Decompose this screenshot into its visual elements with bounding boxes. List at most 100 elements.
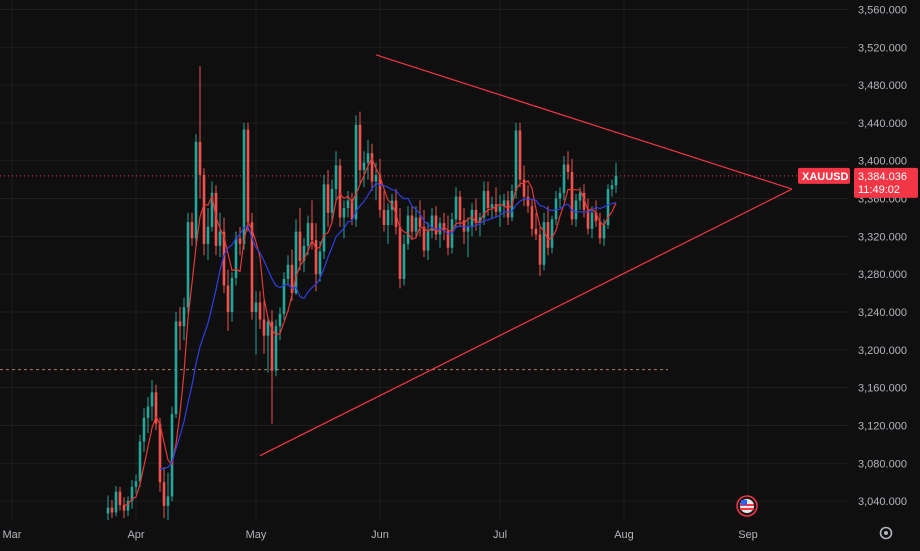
candle-body xyxy=(538,234,542,265)
candle-down xyxy=(118,486,122,511)
candle-body xyxy=(170,414,174,497)
candle-body xyxy=(302,245,306,261)
candlestick-series xyxy=(106,66,618,520)
y-tick-label: 3,120.000 xyxy=(858,420,907,432)
candle-up xyxy=(430,208,434,239)
price-axis[interactable]: 3,560.000 3,520.000 3,480.000 3,440.000 3,40… xyxy=(858,4,907,508)
candle-up xyxy=(454,187,458,227)
candle-up xyxy=(206,208,210,260)
x-tick-label: Mar xyxy=(3,529,22,541)
candle-body xyxy=(386,209,390,226)
candle-body xyxy=(506,200,510,218)
candle-body xyxy=(230,277,234,312)
candle-up xyxy=(362,151,366,188)
symbol-label: XAUUSD xyxy=(802,171,849,183)
candle-down xyxy=(190,212,194,246)
candle-up xyxy=(334,151,338,204)
candle-up xyxy=(542,212,546,271)
triangle-pattern[interactable] xyxy=(259,54,793,457)
candle-up xyxy=(278,307,282,341)
candle-up xyxy=(614,162,618,193)
candle-up xyxy=(134,474,138,494)
candle-up xyxy=(590,206,594,239)
price-tag: XAUUSD 3,384.036 11:49:02 xyxy=(798,167,918,198)
candle-body xyxy=(446,230,450,248)
candle-body xyxy=(126,501,130,511)
candle-down xyxy=(258,291,262,330)
candle-body xyxy=(546,222,550,248)
candle-down xyxy=(458,190,462,227)
candle-body xyxy=(350,200,354,220)
candle-up xyxy=(318,241,322,282)
candle-up xyxy=(490,196,494,220)
y-tick-label: 3,400.000 xyxy=(858,156,907,168)
candle-body xyxy=(318,251,322,275)
candle-body xyxy=(466,226,470,232)
candle-up xyxy=(146,397,150,434)
us-flag-icon[interactable] xyxy=(736,495,758,517)
candle-body xyxy=(530,206,534,229)
candle-body xyxy=(222,231,226,286)
candle-body xyxy=(326,184,330,213)
candle-body xyxy=(594,212,598,222)
candle-body xyxy=(138,441,142,482)
candle-body xyxy=(278,313,282,327)
candle-body xyxy=(110,507,114,513)
candle-down xyxy=(358,111,362,185)
symbol-tag xyxy=(798,167,850,184)
candle-down xyxy=(382,190,386,232)
settings-gear-icon[interactable] xyxy=(879,526,893,540)
candle-up xyxy=(558,187,562,208)
candle-body xyxy=(490,204,494,208)
candle-body xyxy=(282,278,286,314)
candle-body xyxy=(118,491,122,505)
candle-body xyxy=(566,164,570,173)
candle-down xyxy=(122,497,126,519)
candle-up xyxy=(550,215,554,254)
candle-down xyxy=(214,185,218,256)
candle-down xyxy=(370,143,374,191)
time-axis[interactable]: Mar Apr May Jun Jul Aug Sep xyxy=(3,529,758,541)
candle-up xyxy=(218,212,222,258)
candle-up xyxy=(286,255,290,286)
candle-body xyxy=(182,307,186,327)
candle-body xyxy=(198,141,202,175)
y-tick-label: 3,520.000 xyxy=(858,42,907,54)
candle-body xyxy=(606,189,610,226)
candle-down xyxy=(462,208,466,244)
candle-body xyxy=(310,223,314,241)
y-tick-label: 3,240.000 xyxy=(858,307,907,319)
candle-body xyxy=(274,326,278,371)
upper-trendline[interactable] xyxy=(375,54,793,190)
candle-body xyxy=(378,174,382,210)
candle-up xyxy=(130,480,134,509)
y-tick-label: 3,440.000 xyxy=(858,118,907,130)
candle-up xyxy=(426,222,430,260)
candle-body xyxy=(582,192,586,210)
candle-down xyxy=(158,417,162,492)
candle-body xyxy=(218,231,222,246)
candle-down xyxy=(418,200,422,237)
candle-body xyxy=(342,208,346,218)
candle-body xyxy=(458,196,462,221)
candle-body xyxy=(254,302,258,312)
candle-up xyxy=(602,219,606,246)
candle-body xyxy=(298,231,302,261)
candle-body xyxy=(122,504,126,511)
candle-down xyxy=(162,467,166,519)
candle-up xyxy=(606,184,610,229)
x-tick-label: Jun xyxy=(371,529,389,541)
candle-up xyxy=(514,122,518,199)
candle-up xyxy=(498,194,502,227)
candle-down xyxy=(586,198,590,235)
candle-down xyxy=(534,212,538,241)
candle-up xyxy=(342,200,346,239)
candle-body xyxy=(430,215,434,231)
candle-up xyxy=(282,272,286,320)
lower-trendline[interactable] xyxy=(259,188,793,457)
candle-down xyxy=(530,198,534,237)
candle-body xyxy=(114,491,118,513)
candle-body xyxy=(250,222,254,312)
